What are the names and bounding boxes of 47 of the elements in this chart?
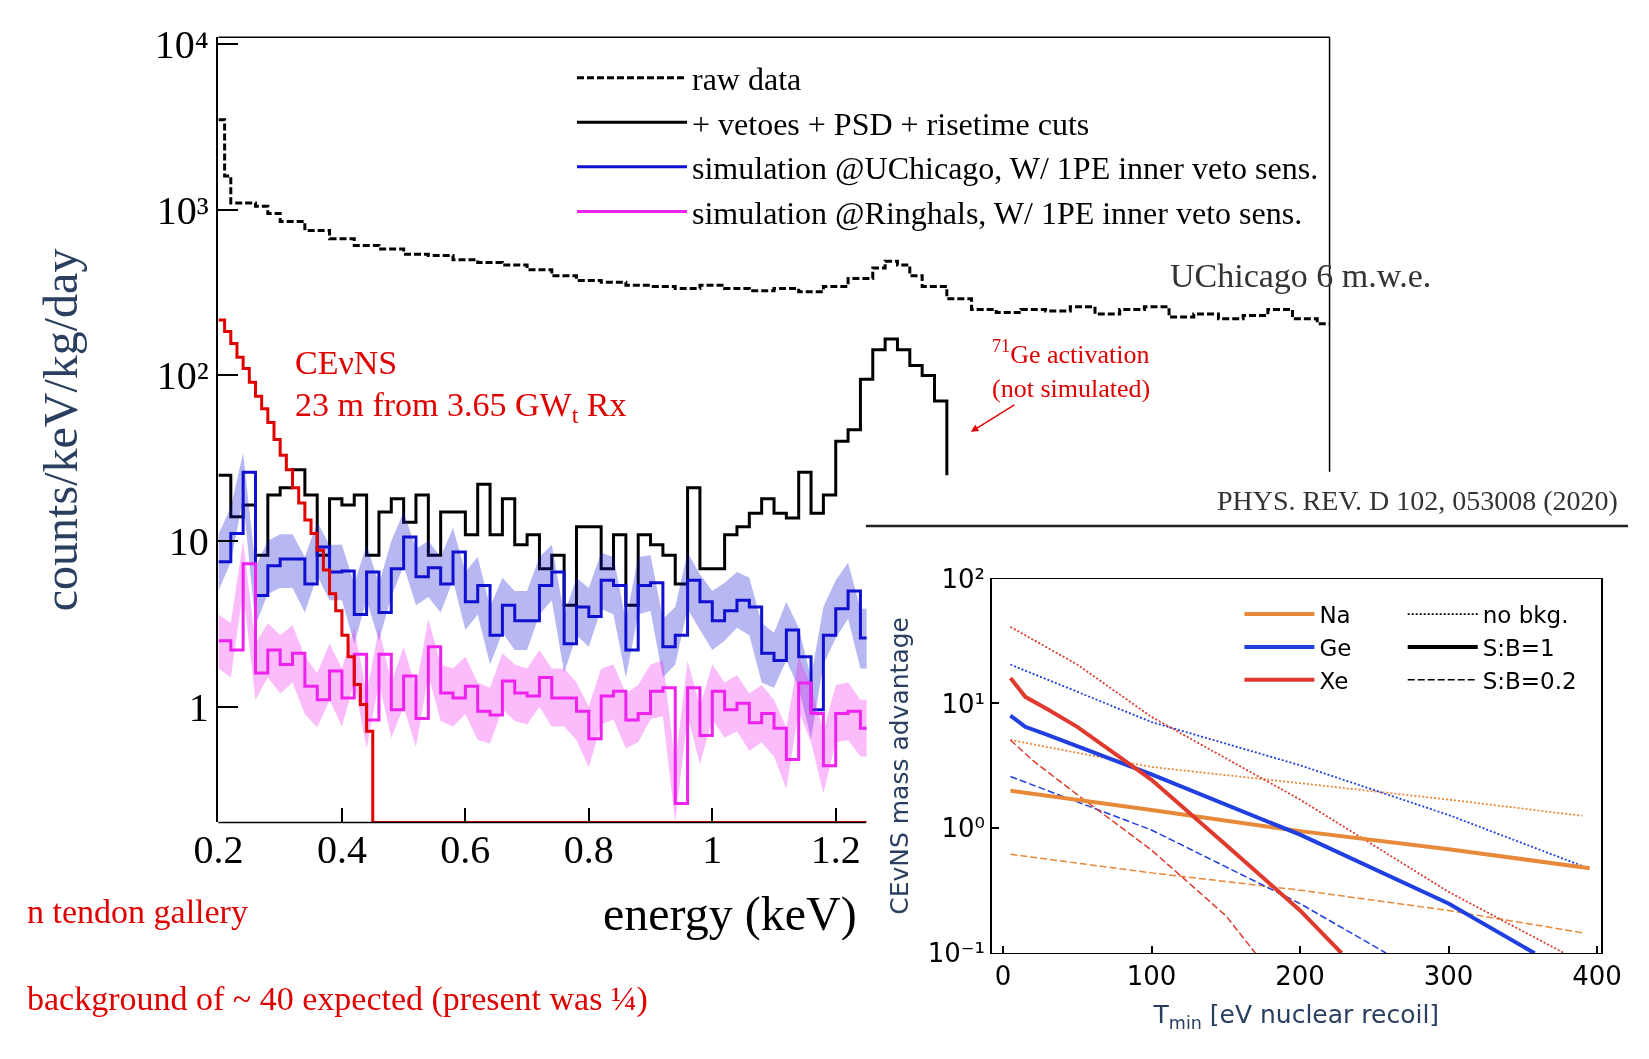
text: background of ~ 40 expected (present was ¼)	[27, 980, 648, 1018]
y-axis-title: CEvNS mass advantage	[884, 617, 914, 915]
annotation: PHYS. REV. D 102, 053008 (2020)	[1217, 485, 1618, 516]
y-tick-label: 10	[168, 519, 209, 565]
x-tick-label: 0	[994, 961, 1012, 992]
legend-label: Ge	[1319, 634, 1352, 661]
y-tick-label: 1	[188, 684, 209, 730]
x-tick-label: 1	[702, 827, 723, 873]
legend-label: no bkg.	[1482, 602, 1569, 629]
x-tick-label: 300	[1423, 961, 1474, 992]
legend-label: S:B=1	[1482, 634, 1555, 661]
line-series	[1009, 853, 1583, 934]
legend-label: Na	[1319, 602, 1351, 629]
x-tick-label: 0.4	[316, 827, 367, 873]
legend-label: raw data	[692, 61, 802, 98]
annotation: CEνNS	[295, 344, 398, 381]
line-series	[1009, 663, 1584, 867]
y-tick-label: 10¹	[941, 688, 985, 719]
y-tick-label: 10²	[156, 353, 209, 399]
x-tick-label: 0.6	[440, 827, 491, 873]
legend-label: Xe	[1319, 667, 1349, 694]
y-tick-label: 10⁰	[941, 813, 985, 844]
line-series	[1009, 739, 1257, 954]
annotation: $^{71}$Ge activation (not simulated)	[992, 336, 1151, 403]
x-axis-title: energy (keV)	[603, 887, 857, 941]
text: n tendon gallery	[27, 893, 248, 930]
y-axis-title: counts/keV/kg/day	[33, 248, 87, 612]
line-series	[1009, 775, 1387, 954]
x-tick-label: 400	[1572, 961, 1622, 992]
legend-label: simulation @Ringhals, W/ 1PE inner veto sens.	[692, 194, 1303, 231]
x-tick-label: 0.8	[563, 827, 614, 873]
line-series	[1008, 713, 1537, 954]
x-axis-title: T$_{min}$ [eV nuclear recoil]	[1152, 1000, 1440, 1033]
legend-label: simulation @UChicago, W/ 1PE inner veto sens.	[692, 150, 1319, 187]
legend-label: + vetoes + PSD + risetime cuts	[692, 105, 1090, 142]
x-tick-label: 100	[1126, 961, 1177, 992]
y-tick-label: 10²	[941, 563, 985, 594]
x-tick-label: 200	[1275, 961, 1325, 992]
y-tick-label: 10³	[156, 187, 209, 233]
legend-label: S:B=0.2	[1482, 667, 1577, 694]
line-series	[1008, 788, 1592, 871]
y-tick-label: 10⁻¹	[927, 938, 985, 969]
annotation: 23 m from 3.65 GW$_{t}$ Rx	[295, 386, 627, 429]
x-tick-label: 1.2	[810, 827, 861, 873]
x-tick-label: 0.2	[193, 827, 244, 873]
line-series	[1009, 739, 1584, 817]
y-tick-label: 10⁴	[154, 22, 209, 68]
